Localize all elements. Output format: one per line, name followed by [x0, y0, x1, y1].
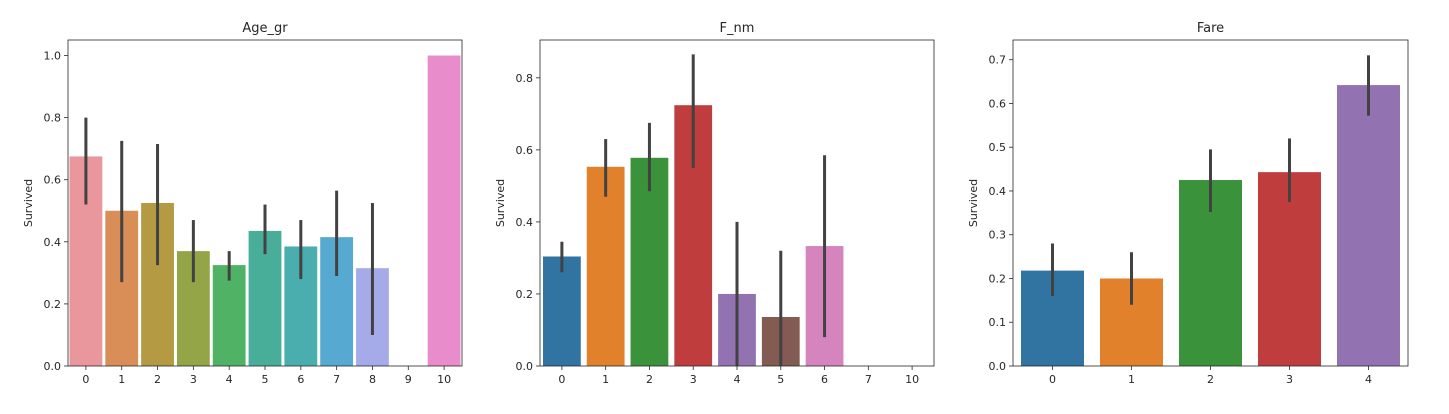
x-tick-label: 9 — [405, 373, 412, 386]
x-tick-label: 1 — [1128, 373, 1135, 386]
x-tick-label: 5 — [777, 373, 784, 386]
x-tick-label: 8 — [369, 373, 376, 386]
y-tick-label: 0.3 — [989, 229, 1007, 242]
y-tick-label: 0.7 — [989, 54, 1007, 67]
x-tick-label: 1 — [118, 373, 125, 386]
x-tick-label: 6 — [821, 373, 828, 386]
y-tick-label: 0.0 — [516, 360, 534, 373]
bar — [1258, 172, 1321, 366]
bar — [543, 256, 581, 366]
bar — [212, 265, 246, 366]
x-tick-label: 2 — [1207, 373, 1214, 386]
x-tick-label: 4 — [226, 373, 233, 386]
x-tick-label: 0 — [558, 373, 565, 386]
y-axis-label: Survived — [22, 179, 35, 227]
x-tick-label: 0 — [1049, 373, 1056, 386]
chart-title: Age_gr — [242, 21, 288, 36]
y-tick-label: 0.0 — [989, 360, 1007, 373]
x-tick-label: 1 — [602, 373, 609, 386]
x-tick-label: 10 — [437, 373, 451, 386]
y-tick-label: 1.0 — [44, 50, 62, 63]
bar — [586, 166, 625, 366]
x-tick-label: 7 — [865, 373, 872, 386]
y-tick-label: 0.2 — [989, 272, 1007, 285]
y-tick-label: 0.8 — [44, 112, 62, 125]
y-tick-label: 0.4 — [516, 216, 534, 229]
x-tick-label: 7 — [333, 373, 340, 386]
chart-title: F_nm — [720, 21, 755, 36]
x-tick-label: 0 — [82, 373, 89, 386]
y-tick-label: 0.4 — [989, 185, 1007, 198]
chart-age-gr: 0.0 0.2 0.4 0.6 0.8 1.0 0 1 2 3 4 5 6 7 8 9 10 Age_gr Surv… — [22, 21, 463, 386]
x-tick-label: 3 — [1286, 373, 1293, 386]
y-axis-label: Survived — [494, 179, 507, 227]
x-tick-label: 4 — [1365, 373, 1372, 386]
y-tick-label: 0.2 — [44, 298, 62, 311]
x-tick-label: 4 — [734, 373, 741, 386]
y-tick-label: 0.6 — [44, 174, 62, 187]
bar — [427, 55, 461, 367]
y-axis-label: Survived — [967, 179, 980, 227]
y-tick-label: 0.2 — [516, 288, 534, 301]
chart-f-nm: 0.0 0.2 0.4 0.6 0.8 0 1 2 3 4 5 6 7 10 F_nm Survived — [494, 21, 935, 386]
y-tick-label: 0.6 — [989, 97, 1007, 110]
bar — [1337, 85, 1400, 367]
x-tick-label: 3 — [190, 373, 197, 386]
x-tick-label: 2 — [646, 373, 653, 386]
x-tick-label: 2 — [154, 373, 161, 386]
x-tick-label: 10 — [905, 373, 919, 386]
chart-title: Fare — [1197, 21, 1224, 36]
y-tick-label: 0.4 — [44, 236, 62, 249]
chart-fare: 0.0 0.1 0.2 0.3 0.4 0.5 0.6 0.7 0 1 2 3 4 Fare Survive… — [967, 21, 1409, 386]
y-tick-label: 0.1 — [989, 316, 1007, 329]
x-tick-label: 5 — [262, 373, 269, 386]
y-tick-label: 0.6 — [516, 144, 534, 157]
y-tick-label: 0.8 — [516, 72, 534, 85]
x-tick-label: 6 — [297, 373, 304, 386]
y-tick-label: 0.5 — [989, 141, 1007, 154]
y-tick-label: 0.0 — [44, 360, 62, 373]
x-tick-label: 3 — [690, 373, 697, 386]
bar — [630, 157, 669, 366]
